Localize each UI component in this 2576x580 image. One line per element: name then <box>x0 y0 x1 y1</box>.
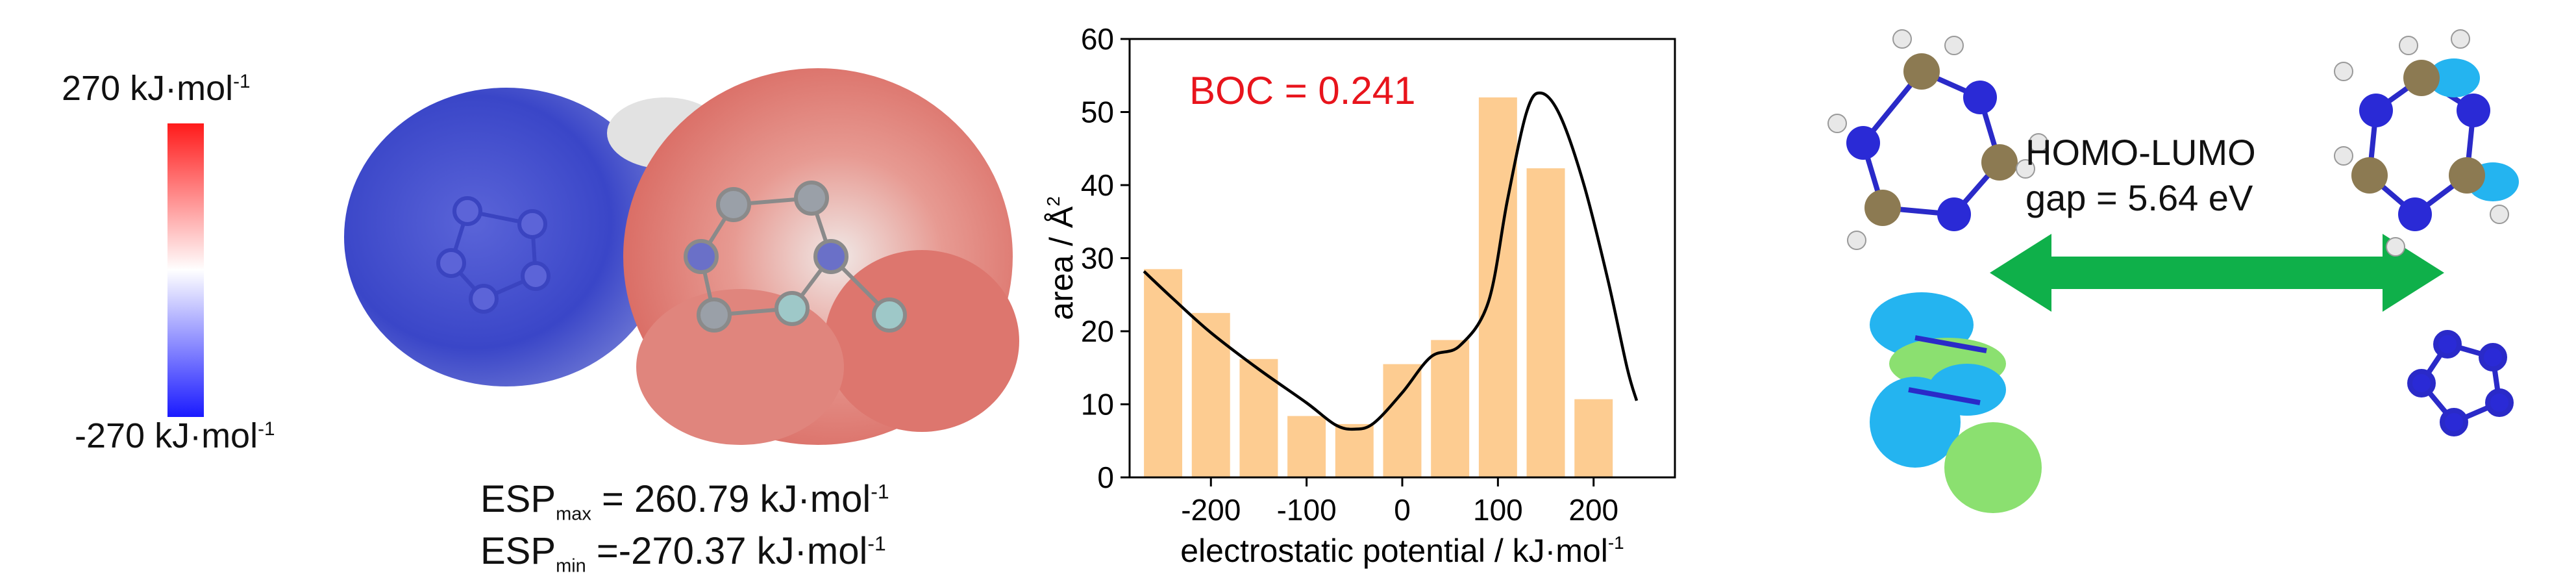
histogram-bar <box>1144 269 1183 477</box>
y-tick-label: 20 <box>1081 314 1114 348</box>
y-tick-label: 40 <box>1081 168 1114 202</box>
x-tick-label: -200 <box>1181 493 1241 527</box>
x-axis-label: electrostatic potential / kJ·mol-1 <box>1180 533 1624 569</box>
y-tick-label: 10 <box>1081 388 1114 422</box>
histogram-bar <box>1526 168 1565 477</box>
histogram-bar <box>1335 423 1374 477</box>
histogram-bar <box>1383 364 1422 477</box>
x-tick-label: -100 <box>1277 493 1337 527</box>
boc-annotation: BOC = 0.241 <box>1189 69 1416 112</box>
y-axis-ticks: 0 10 20 30 40 50 60 <box>1081 22 1130 494</box>
distribution-curve <box>1143 91 1639 431</box>
colorbar-max-label: 270 kJ·mol-1 <box>62 69 251 108</box>
homo-lumo-title: HOMO-LUMO <box>2025 132 2256 173</box>
y-tick-label: 0 <box>1097 460 1114 494</box>
histogram-bar <box>1574 399 1613 477</box>
x-axis-ticks: -200 -100 0 100 200 <box>1181 477 1618 527</box>
esp-histogram-chart: -200 -100 0 100 200 0 10 20 30 40 50 60 BOC = 0.24… <box>1043 22 1676 569</box>
colorbar-min-label: -270 kJ·mol-1 <box>75 416 275 455</box>
esp-colorbar <box>167 123 204 417</box>
histogram-bar <box>1431 340 1470 477</box>
histogram-bar <box>1191 312 1230 477</box>
histogram-bar <box>1239 359 1278 477</box>
x-tick-label: 100 <box>1473 493 1523 527</box>
esp-max-text: ESPmax = 260.79 kJ·mol-1 <box>480 478 889 525</box>
histogram-bar <box>1478 97 1517 477</box>
homo-lumo-gap: gap = 5.64 eV <box>2025 177 2253 218</box>
homo-lumo-orbitals-image <box>1827 29 2519 513</box>
x-tick-label: 200 <box>1568 493 1618 527</box>
y-tick-label: 30 <box>1081 242 1114 275</box>
esp-min-text: ESPmin =-270.37 kJ·mol-1 <box>480 530 886 577</box>
y-axis-label: area / Å2 <box>1043 196 1080 320</box>
y-tick-label: 50 <box>1081 95 1114 129</box>
histogram-bar <box>1287 416 1326 477</box>
double-arrow-icon <box>1990 234 2444 312</box>
bars-group <box>1144 97 1613 477</box>
x-tick-label: 0 <box>1394 493 1411 527</box>
esp-surface-image <box>344 68 1019 445</box>
y-tick-label: 60 <box>1081 22 1114 56</box>
